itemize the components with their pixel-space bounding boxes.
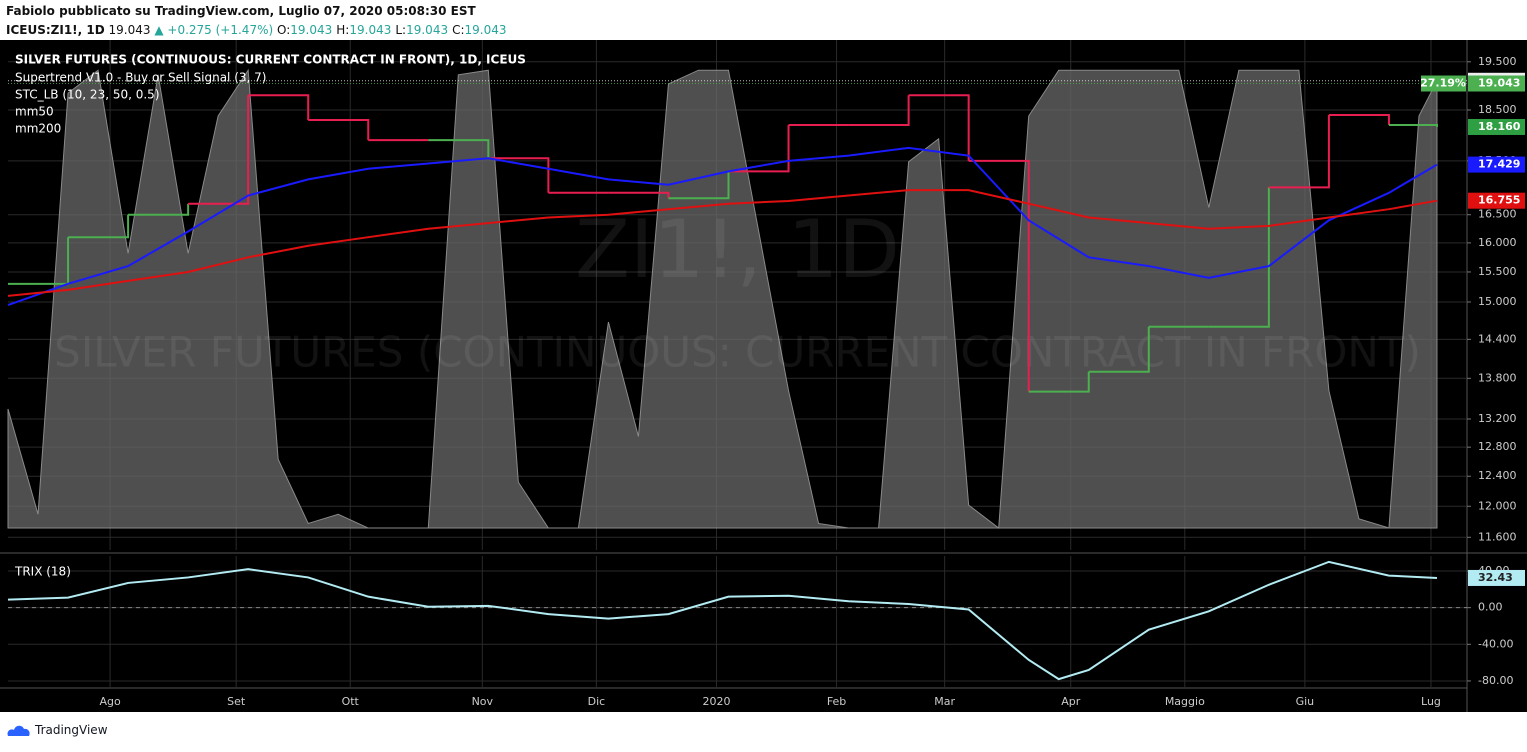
- price-tag: [1468, 569, 1525, 586]
- price-tag-label: 32.43: [1478, 571, 1513, 584]
- price-tag: [1468, 192, 1525, 209]
- supertrend-segment: [308, 118, 370, 141]
- y-tick-label: -40.00: [1478, 637, 1513, 650]
- chart: Ago Set Ott Nov Dic 2020 Feb Mar Apr Maggio Giu Lug…: [0, 40, 1527, 712]
- legend-entry: mm200: [15, 122, 61, 136]
- x-tick-label: Maggio: [1165, 695, 1205, 708]
- last-price: 19.043: [108, 23, 151, 37]
- y-tick-label: 16.000: [1478, 236, 1517, 249]
- supertrend-segment: [1268, 114, 1330, 189]
- price-tag-label: 16.755: [1478, 194, 1520, 207]
- chart-title: TRIX (18): [14, 565, 71, 579]
- x-tick-label: Nov: [472, 695, 494, 708]
- series-line: [7, 189, 1438, 297]
- supertrend-segment: [968, 159, 1030, 392]
- supertrend-segment: [1208, 187, 1270, 328]
- legend-entry: STC_LB (10, 23, 50, 0.5): [15, 88, 160, 102]
- ohlc-value: 19.043: [290, 23, 333, 37]
- supertrend-segment: [68, 214, 130, 239]
- y-tick-label: 12.000: [1478, 499, 1517, 512]
- symbol-line: ICEUS:ZI1!, 1D 19.043 ▲ +0.275 (+1.47%) …: [6, 21, 511, 40]
- x-tick-label: Dic: [588, 695, 606, 708]
- price-tag-label: 17.429: [1478, 158, 1520, 171]
- price-tag: [1468, 75, 1525, 92]
- ohlc-label: L:: [395, 23, 407, 37]
- supertrend-segment: [728, 124, 790, 173]
- price-tag-label: 18.160: [1478, 120, 1521, 133]
- price-tag: [1468, 118, 1525, 135]
- supertrend-segment: [1028, 371, 1090, 393]
- x-tick-label: 2020: [702, 695, 730, 708]
- x-tick-label: Ott: [342, 695, 360, 708]
- y-tick-label: 16.500: [1478, 208, 1517, 221]
- price-tag-label: 19.043: [1478, 77, 1520, 90]
- y-tick-label: 15.500: [1478, 265, 1517, 278]
- y-tick-label: 19.500: [1478, 55, 1517, 68]
- ohlc-label: C:: [452, 23, 465, 37]
- change: ▲ +0.275 (+1.47%): [154, 23, 274, 37]
- y-tick-label: -80.00: [1478, 674, 1513, 687]
- ohlc: O:19.043 H:19.043 L:19.043 C:19.043: [277, 23, 511, 37]
- supertrend-segment: [668, 171, 730, 200]
- y-tick-label: 14.400: [1478, 332, 1517, 345]
- y-tick-label: 12.800: [1478, 440, 1517, 453]
- series-line: [7, 146, 1438, 306]
- y-tick-label: 15.000: [1478, 295, 1517, 308]
- supertrend-segment: [428, 139, 490, 159]
- y-tick-label: 0.00: [1478, 601, 1503, 614]
- x-tick-label: Mar: [934, 695, 955, 708]
- supertrend-segment: [128, 203, 190, 216]
- ohlc-value: 19.043: [406, 23, 449, 37]
- symbol: ICEUS:ZI1!, 1D: [6, 23, 105, 37]
- price-tag: [1468, 156, 1525, 173]
- y-tick-label: 18.500: [1478, 103, 1517, 116]
- author: Fabiolo pubblicato su TradingView.com, L…: [6, 4, 476, 18]
- supertrend-segment: [248, 94, 310, 120]
- stc-area: [7, 68, 1438, 529]
- x-tick-label: Lug: [1421, 695, 1441, 708]
- supertrend-segment: [1328, 113, 1390, 125]
- legend-entry: Supertrend V1.0 - Buy or Sell Signal (3,…: [15, 71, 266, 85]
- y-tick-label: 12.400: [1478, 469, 1517, 482]
- y-tick-label: 13.800: [1478, 371, 1517, 384]
- ohlc-label: H:: [336, 23, 350, 37]
- brand: TradingView: [35, 723, 108, 737]
- header: Fabiolo pubblicato su TradingView.com, L…: [6, 2, 511, 40]
- footer: TradingView: [6, 722, 108, 738]
- supertrend-segment: [608, 191, 670, 199]
- legend-entry: mm50: [15, 105, 54, 119]
- x-tick-label: Feb: [827, 695, 846, 708]
- series-line: [7, 560, 1438, 681]
- author-line: Fabiolo pubblicato su TradingView.com, L…: [6, 2, 511, 21]
- chart-title: SILVER FUTURES (CONTINUOUS: CURRENT CONT…: [15, 53, 526, 67]
- supertrend-segment: [488, 157, 550, 193]
- ohlc-value: 19.043: [464, 23, 507, 37]
- ohlc-value: 19.043: [349, 23, 392, 37]
- watermark: SILVER FUTURES (CONTINUOUS: CURRENT CONT…: [54, 328, 1421, 377]
- supertrend-segment: [848, 95, 910, 126]
- logo: [7, 725, 30, 736]
- supertrend-segment: [1388, 123, 1438, 127]
- x-tick-label: Ago: [99, 695, 121, 708]
- x-tick-label: Set: [227, 695, 246, 708]
- percent-tag: [1421, 75, 1466, 92]
- ohlc-label: O:: [277, 23, 291, 37]
- supertrend-segment: [908, 94, 970, 161]
- watermark: ZI1!, 1D: [575, 203, 900, 296]
- percent-tag-label: 27.19%: [1420, 77, 1466, 90]
- y-tick-label: 11.600: [1478, 530, 1517, 543]
- x-tick-label: Apr: [1061, 695, 1081, 708]
- y-tick-label: 13.200: [1478, 412, 1517, 425]
- x-tick-label: Giu: [1296, 695, 1315, 708]
- supertrend-segment: [188, 95, 250, 205]
- supertrend-segment: [1088, 326, 1150, 373]
